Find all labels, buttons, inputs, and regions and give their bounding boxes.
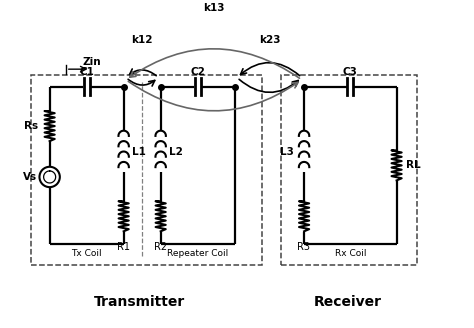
Text: L3: L3 <box>280 147 294 156</box>
Text: Receiver: Receiver <box>314 295 382 309</box>
Text: C1: C1 <box>79 68 94 77</box>
Text: Transmitter: Transmitter <box>94 295 185 309</box>
Text: R1: R1 <box>117 242 130 252</box>
Text: Tx Coil: Tx Coil <box>72 249 102 258</box>
Text: R3: R3 <box>297 242 310 252</box>
Text: L2: L2 <box>169 147 183 156</box>
Text: Zin: Zin <box>82 57 100 67</box>
Text: L1: L1 <box>132 147 146 156</box>
Text: Rx Coil: Rx Coil <box>335 249 366 258</box>
Text: Repeater Coil: Repeater Coil <box>167 249 228 258</box>
Bar <box>281 75 418 265</box>
Text: C2: C2 <box>190 68 205 77</box>
Text: R2: R2 <box>154 242 167 252</box>
Text: C3: C3 <box>343 68 358 77</box>
Text: k12: k12 <box>131 35 153 45</box>
Text: k23: k23 <box>259 35 280 45</box>
Text: k13: k13 <box>203 3 225 13</box>
Bar <box>31 75 263 265</box>
Text: Rs: Rs <box>24 121 38 131</box>
Text: RL: RL <box>406 160 420 170</box>
Text: Vs: Vs <box>23 172 36 182</box>
